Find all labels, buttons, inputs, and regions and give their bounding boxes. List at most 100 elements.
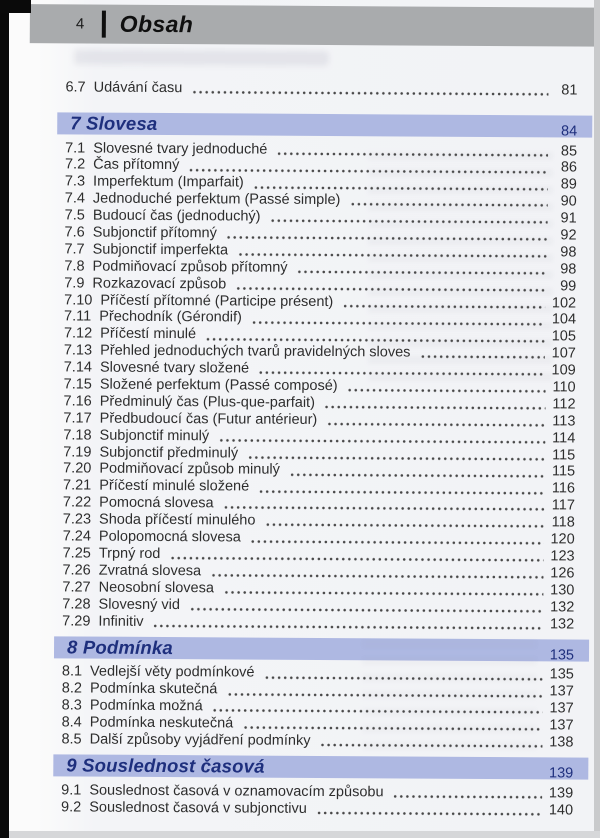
- dot-leader: [419, 344, 545, 362]
- dot-leader: [225, 224, 548, 244]
- toc-entry: 6.7 Udávání času 81: [65, 78, 578, 99]
- toc-entry: 7.11 Přechodník (Gérondif) 104: [64, 308, 576, 329]
- entry-number: 7.11: [64, 308, 92, 326]
- entry-number: 7.7: [64, 241, 85, 258]
- toc-entry: 9.2 Souslednost časová v subjonctivu 140: [61, 798, 574, 819]
- entry-title: Subjonctif přítomný: [92, 224, 217, 242]
- dot-leader: [247, 444, 546, 464]
- entry-page-number: 130: [550, 582, 575, 599]
- dot-leader: [218, 427, 546, 447]
- header-divider: [102, 10, 106, 38]
- entry-page-number: 89: [560, 176, 577, 193]
- entry-title: Předminulý čas (Plus-que-parfait): [99, 393, 316, 411]
- toc-entry: 7.2 Čas přítomný 86: [64, 156, 577, 177]
- entry-page-number: 116: [551, 480, 576, 497]
- entry-title: Přechodník (Gérondif): [99, 309, 242, 326]
- entry-number: 7.2: [64, 156, 86, 173]
- dot-leader: [242, 714, 543, 734]
- toc-entry: 7.22 Pomocná slovesa 117: [63, 494, 575, 514]
- entry-page-number: 109: [551, 362, 576, 379]
- dot-leader: [152, 612, 544, 633]
- dot-leader: [258, 360, 545, 379]
- dot-leader: [258, 478, 545, 497]
- toc-entry: 7.20 Podmiňovací způsob minulý 115: [63, 460, 575, 481]
- entry-title: Podmínka možná: [89, 697, 203, 715]
- entry-number: 7.22: [62, 494, 92, 511]
- entry-page-number: 114: [552, 430, 576, 447]
- dot-leader: [392, 783, 543, 802]
- dot-leader: [264, 512, 545, 531]
- entry-page-number: 91: [560, 210, 577, 227]
- toc-entry: 7.24 Polopomocná slovesa 120: [63, 528, 575, 548]
- section-number: 7: [70, 112, 81, 134]
- toc-entry: 8.1 Vedlejší věty podmínkové 135: [62, 663, 574, 683]
- entry-title: Souslednost časová v subjonctivu: [89, 799, 307, 817]
- toc-entry: 7.4 Jednoduché perfektum (Passé simple) 90: [65, 190, 577, 210]
- entry-page-number: 140: [548, 802, 574, 819]
- section-title: 9 Souslednost časová: [53, 755, 264, 778]
- entry-number: 7.15: [63, 376, 92, 393]
- entry-page-number: 120: [550, 531, 575, 548]
- entry-page-number: 135: [549, 666, 574, 683]
- entry-number: 7.4: [64, 190, 86, 207]
- toc-entry: 7.27 Neosobní slovesa 130: [62, 578, 575, 599]
- entry-title: Další způsoby vyjádření podmínky: [89, 731, 311, 749]
- toc-entry: 8.4 Podmínka neskutečná 137: [62, 714, 574, 734]
- toc-entry: 7.17 Předbudoucí čas (Futur antérieur) 113: [63, 410, 575, 430]
- entry-title: Čas přítomný: [93, 157, 180, 174]
- entry-number: 7.5: [64, 207, 85, 224]
- entry-page-number: 118: [551, 514, 575, 531]
- scan-corner-top-left: [0, 0, 31, 13]
- toc-entry: 7.6 Subjonctif přítomný 92: [65, 224, 577, 244]
- toc-entry: 7.25 Trpný rod 123: [63, 545, 575, 565]
- header-page-number: 4: [75, 15, 85, 33]
- dot-leader: [252, 174, 548, 193]
- section-header: 9 Souslednost časová 139: [53, 754, 589, 782]
- dot-leader: [188, 596, 544, 616]
- entry-page-number: 137: [549, 683, 574, 700]
- dot-leader: [269, 208, 548, 227]
- section-entries: 8.1 Vedlejší věty podmínkové 135 8.2 Podmínk…: [61, 663, 574, 751]
- entry-title: Příčestí minulé složené: [99, 477, 250, 495]
- entry-title: Jednoduché perfektum (Passé simple): [92, 190, 341, 209]
- entry-page-number: 90: [560, 193, 577, 210]
- entry-page-number: 113: [552, 413, 576, 430]
- entry-title: Subjonctif předminulý: [99, 444, 239, 462]
- dot-leader: [263, 664, 543, 683]
- scan-artifact: [73, 49, 329, 67]
- entry-number: 7.28: [62, 596, 91, 613]
- entry-title: Shoda příčestí minulého: [99, 511, 256, 529]
- entry-page-number: 117: [551, 497, 575, 514]
- toc-entry: 7.26 Zvratná slovesa 126: [62, 562, 575, 582]
- entry-page-number: 115: [552, 446, 576, 464]
- entry-number: 7.13: [63, 342, 93, 359]
- entry-title: Subjonctif minulý: [99, 427, 210, 444]
- entry-title: Příčestí přítomné (Participe présent): [100, 292, 334, 310]
- entry-page-number: 132: [549, 615, 575, 633]
- toc-entry: 7.3 Imperfektum (Imparfait) 89: [65, 173, 577, 193]
- toc-entry: 7.16 Předminulý čas (Plus-que-parfait) 112: [63, 393, 576, 413]
- toc-entry: 8.3 Podmínka možná 137: [62, 697, 574, 717]
- entry-page-number: 139: [548, 785, 574, 802]
- entry-page-number: 92: [560, 227, 577, 244]
- section-number: 8: [66, 636, 78, 658]
- entry-page-number: 137: [549, 717, 574, 734]
- dot-leader: [205, 325, 545, 345]
- toc-entry: 8.2 Podmínka skutečná 137: [62, 680, 574, 700]
- dot-leader: [319, 732, 543, 751]
- dot-leader: [249, 528, 544, 548]
- dot-leader: [211, 697, 543, 717]
- entry-number: 7.26: [62, 562, 91, 579]
- entry-title: Příčestí minulé: [100, 325, 197, 343]
- toc-entry: 7.10 Příčestí přítomné (Participe présent…: [64, 291, 576, 312]
- entry-title: Přehled jednoduchých tvarů pravidelných …: [100, 342, 411, 361]
- section-name: Souslednost časová: [82, 754, 265, 777]
- dot-leader: [342, 293, 546, 312]
- section-name: Slovesa: [86, 112, 158, 134]
- entry-number: 7.8: [64, 258, 85, 275]
- toc-entry: 9.1 Souslednost časová v oznamovacím způs…: [61, 782, 573, 802]
- entry-title: Slovesné tvary složené: [99, 359, 250, 377]
- section-page-number: 135: [549, 647, 575, 664]
- entry-number: 7.9: [64, 275, 85, 292]
